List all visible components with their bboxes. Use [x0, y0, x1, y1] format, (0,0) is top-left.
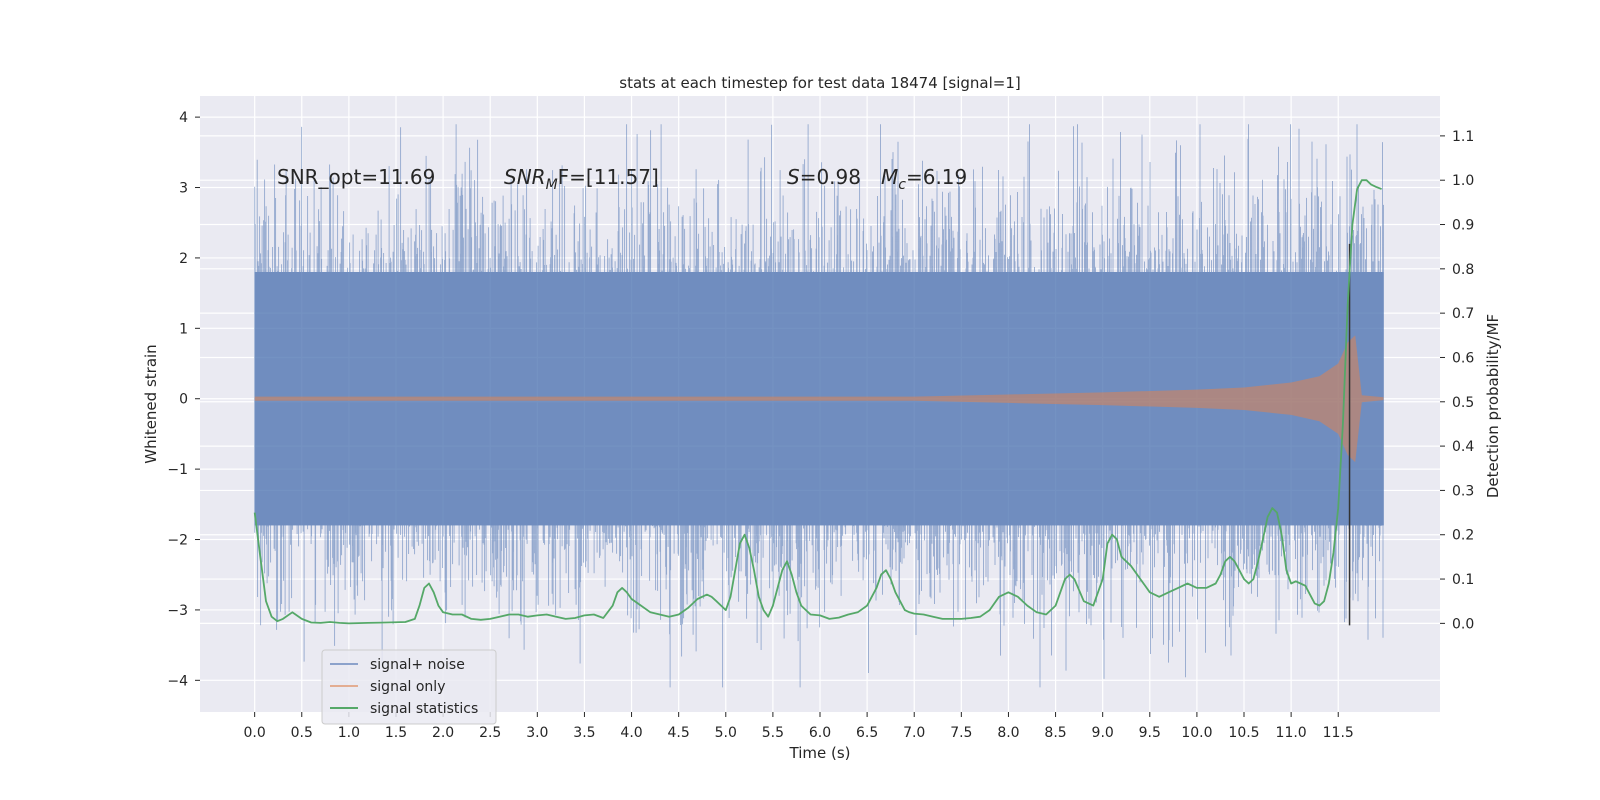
mc-base: M	[881, 165, 898, 189]
x-tick-label: 8.5	[1044, 725, 1066, 741]
annotation-s-mc: S=0.98 Mc=6.19	[787, 165, 967, 193]
mc-value: =6.19	[906, 165, 967, 189]
snr-mf-value: F=[11.57]	[558, 165, 659, 189]
x-tick-label: 5.5	[762, 725, 784, 741]
x-tick-label: 0.5	[291, 725, 313, 741]
right-y-tick-label: 0.1	[1452, 572, 1474, 588]
s-value: =0.98	[800, 165, 861, 189]
right-y-tick-label: 0.2	[1452, 528, 1474, 544]
right-y-tick-label: 0.6	[1452, 350, 1474, 366]
left-y-tick-label: 3	[179, 181, 188, 197]
x-tick-label: 2.0	[432, 725, 454, 741]
legend-label-stats: signal statistics	[370, 701, 478, 717]
x-tick-label: 2.5	[479, 725, 501, 741]
right-y-tick-label: 0.9	[1452, 218, 1474, 234]
legend-label-signal: signal only	[370, 679, 445, 695]
x-tick-label: 6.0	[809, 725, 831, 741]
x-tick-label: 4.5	[668, 725, 690, 741]
snr-mf-base: SNR	[504, 165, 546, 189]
mc-subscript: c	[898, 177, 906, 193]
x-tick-label: 1.0	[338, 725, 360, 741]
left-y-tick-label: −3	[167, 603, 188, 619]
x-axis-ticks: 0.0 0.5 1.0 1.5 2.0 2.5 3.0 3.5 4.0 4.5 5.0 5.5 6.0 6…	[244, 712, 1354, 741]
right-y-tick-label: 0.4	[1452, 439, 1474, 455]
x-tick-label: 6.5	[856, 725, 878, 741]
series-signal-statistics	[253, 179, 1382, 625]
right-y-tick-label: 1.1	[1452, 129, 1474, 145]
x-tick-label: 3.5	[573, 725, 595, 741]
left-y-tick-label: −1	[167, 462, 188, 478]
annotation-snr-opt: SNR_opt=11.69	[277, 165, 435, 189]
right-y-tick-label: 0.3	[1452, 483, 1474, 499]
x-tick-label: 5.0	[715, 725, 737, 741]
chart-title: stats at each timestep for test data 184…	[619, 74, 1020, 92]
right-y-tick-label: 0.0	[1452, 616, 1474, 632]
x-tick-label: 0.0	[244, 725, 266, 741]
x-tick-label: 4.0	[620, 725, 642, 741]
left-y-tick-label: 1	[179, 321, 188, 337]
left-y-tick-label: 2	[179, 251, 188, 267]
annotation-snr-mf: SNRMF=[11.57]	[504, 165, 659, 193]
stats-line	[253, 179, 1382, 625]
x-tick-label: 11.5	[1323, 725, 1354, 741]
legend-label-noise: signal+ noise	[370, 657, 465, 673]
x-tick-label: 10.0	[1181, 725, 1212, 741]
x-tick-label: 10.5	[1228, 725, 1259, 741]
left-y-axis-ticks: −4 −3 −2 −1 0 1 2 3 4	[167, 110, 200, 689]
left-y-tick-label: 4	[179, 110, 188, 126]
series-signal-only	[254, 335, 1384, 463]
right-y-axis-label: Detection probability/MF	[1484, 314, 1502, 498]
signal-envelope	[254, 335, 1384, 463]
right-y-tick-label: 1.0	[1452, 173, 1474, 189]
left-y-tick-label: −2	[167, 533, 188, 549]
x-tick-label: 1.5	[385, 725, 407, 741]
snr-mf-subscript: M	[546, 177, 558, 193]
x-axis-label: Time (s)	[789, 744, 851, 762]
legend-box	[321, 649, 497, 725]
x-tick-label: 3.0	[526, 725, 548, 741]
x-tick-label: 7.5	[950, 725, 972, 741]
right-y-tick-label: 0.7	[1452, 306, 1474, 322]
x-tick-label: 9.0	[1092, 725, 1114, 741]
s-label: S	[787, 165, 800, 189]
legend: signal+ noise signal only signal statist…	[321, 649, 497, 725]
x-tick-label: 9.5	[1139, 725, 1161, 741]
x-tick-label: 7.0	[903, 725, 925, 741]
right-y-axis-ticks: 0.0 0.1 0.2 0.3 0.4 0.5 0.6 0.7 0.8 0.9 1.0 1.1	[1440, 129, 1474, 632]
right-y-tick-label: 0.8	[1452, 262, 1474, 278]
left-y-axis-label: Whitened strain	[142, 344, 160, 463]
left-y-tick-label: 0	[179, 392, 188, 408]
right-y-tick-label: 0.5	[1452, 395, 1474, 411]
x-tick-label: 8.0	[997, 725, 1019, 741]
x-tick-label: 11.0	[1276, 725, 1307, 741]
left-y-tick-label: −4	[167, 673, 188, 689]
